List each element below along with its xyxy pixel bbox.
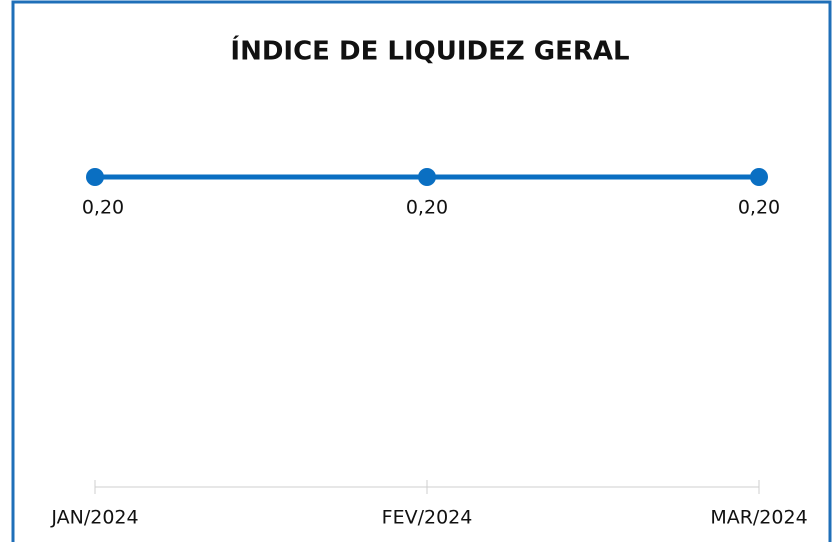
data-label: 0,20 [82,197,124,219]
frame [11,0,832,542]
x-tick-label: JAN/2024 [50,507,138,529]
data-label: 0,20 [406,197,448,219]
point [750,168,768,186]
chart-title: ÍNDICE DE LIQUIDEZ GERAL [230,35,629,67]
x-tick-label: MAR/2024 [710,507,807,529]
point [418,168,436,186]
x-tick-label: FEV/2024 [382,507,473,529]
data-label: 0,20 [738,197,780,219]
point [86,168,104,186]
